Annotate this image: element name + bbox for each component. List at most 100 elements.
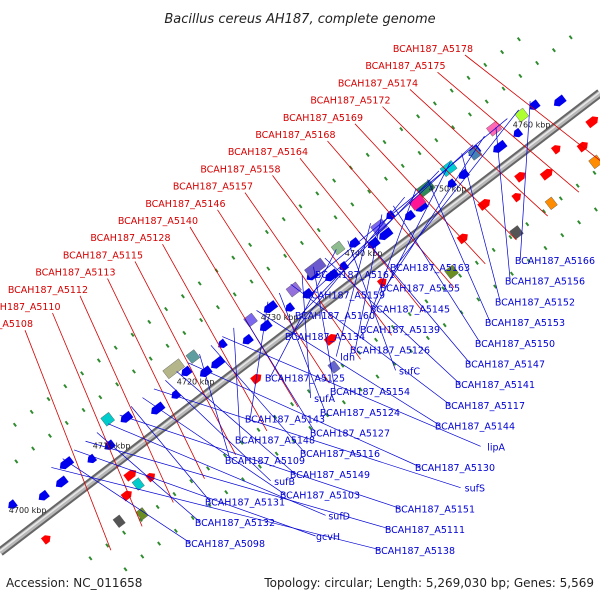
track-dot [340,363,345,368]
reverse-gene-arrow [458,168,470,180]
lower-gene-label: lipA [487,442,505,453]
lower-gene-label: BCAH187_A5154 [330,387,410,398]
track-dot [199,317,204,323]
reverse-gene-arrow [181,365,193,377]
lower-leader-line [187,362,421,468]
reverse-gene-arrow [285,302,296,312]
accession-text: Accession: NC_011658 [6,576,142,590]
gene-block [243,312,258,328]
track-dot [399,126,404,132]
lower-leader-line [233,327,241,440]
upper-gene-label: BCAH187_A5169 [283,113,363,124]
track-dot [283,253,288,259]
upper-leader-line [382,106,517,241]
gene-block [135,507,149,521]
lower-gene-label: BCAH187_A5117 [445,401,525,412]
track-dot [458,273,463,278]
track-dot [147,319,152,325]
track-dot [560,232,565,238]
track-dot [535,60,540,66]
upper-leader-line [134,261,237,455]
map-title: Bacillus cereus AH187, complete genome [164,12,435,27]
track-dot [476,297,481,302]
lower-leader-line [62,458,191,544]
track-dot [239,440,244,445]
track-dot [358,387,363,392]
track-dot [274,451,279,456]
upper-leader-line [464,54,600,161]
track-dot [197,281,202,286]
track-dot [190,515,195,521]
lower-leader-line [153,388,461,489]
track-dot [333,215,338,220]
track-dot [501,86,506,91]
lower-gene-label: BCAH187_A5109 [225,456,305,467]
track-dot [281,216,286,222]
lower-gene-label: BCAH187_A5131 [205,498,285,509]
reverse-gene-arrow [447,178,458,188]
reverse-gene-arrow [493,139,508,153]
upper-gene-label: BCAH187_A5128 [90,233,170,244]
track-dot [474,260,479,265]
upper-leader-line [189,226,299,408]
lower-gene-label: BCAH187_A5132 [195,518,275,529]
upper-gene-label: BCAH187_A5115 [63,250,143,261]
gene-block [112,514,126,528]
forward-gene-arrow [250,374,262,385]
track-dot [525,221,530,227]
reverse-gene-arrow [55,475,69,488]
track-dot [493,284,498,289]
forward-gene-arrow [456,233,468,245]
lower-leader-line [324,257,461,385]
track-dot [424,299,429,304]
track-dot [173,528,178,533]
track-dot [215,305,220,310]
lower-leader-line [394,109,520,268]
track-dot [232,292,237,297]
lower-leader-line [278,292,326,412]
reverse-gene-arrow [415,200,429,212]
lower-gene-label: BCAH187_A5160 [295,311,375,322]
track-dot [491,247,496,253]
forward-gene-arrow [477,198,491,211]
upper-gene-label: BCAH187_A5108 [0,319,33,330]
upper-leader-line [409,89,548,217]
track-dot [113,345,118,350]
upper-gene-label: BCAH187_A5110 [0,302,61,313]
track-dot [189,479,194,484]
lower-gene-label: BCAH187_A5163 [390,263,470,274]
lower-gene-label: BCAH187_A5125 [265,373,345,384]
track-dot [315,191,320,196]
reverse-gene-arrow [553,94,567,107]
track-dot [222,453,227,458]
kbp-tick-label: 4750 kbp [429,185,467,194]
gene-block [439,160,458,178]
lower-gene-label: BCAH187_A5161 [315,270,395,281]
track-dot [542,209,547,214]
track-dot [441,286,446,291]
forward-gene-arrow [539,168,553,181]
track-dot [14,459,19,464]
track-dot [526,258,531,264]
reverse-gene-arrow [120,410,134,423]
lower-leader-line [358,231,471,364]
track-dot [224,490,229,495]
lower-gene-label: BCAH187_A5166 [515,256,595,267]
track-dot [249,279,254,284]
lower-gene-label: BCAH187_A5141 [455,380,535,391]
lower-gene-label: sufD [328,511,350,522]
forward-gene-arrow [576,141,588,153]
track-dot [31,446,36,451]
lower-leader-line [165,379,271,482]
track-dot [500,49,505,55]
lower-leader-line [290,283,451,406]
upper-gene-label: BCAH187_A5158 [200,164,280,175]
upper-gene-label: BCAH187_A5175 [365,61,445,72]
track-dot [568,35,573,40]
track-dot [467,112,472,117]
track-dot [231,255,236,260]
reverse-gene-arrow [242,333,254,345]
lower-leader-line [495,127,511,281]
